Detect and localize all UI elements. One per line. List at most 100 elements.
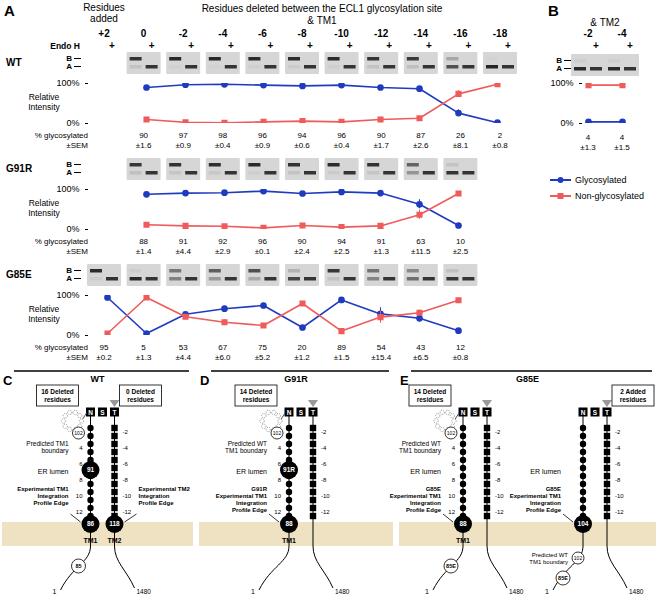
- svg-text:C: C: [3, 373, 13, 388]
- svg-text:N: N: [287, 409, 292, 416]
- svg-text:-12: -12: [123, 509, 132, 515]
- svg-text:Non-glycosylated: Non-glycosylated: [575, 191, 644, 201]
- svg-text:A: A: [66, 168, 72, 177]
- svg-text:100%: 100%: [56, 78, 79, 88]
- svg-text:91R: 91R: [283, 466, 295, 473]
- svg-text:+: +: [627, 40, 633, 51]
- svg-text:±2.5: ±2.5: [334, 247, 350, 256]
- svg-text:1480: 1480: [509, 588, 524, 595]
- svg-text:±2.9: ±2.9: [215, 247, 231, 256]
- svg-text:96: 96: [258, 237, 267, 246]
- svg-text:Relative: Relative: [29, 304, 60, 314]
- svg-text:±1.7: ±1.7: [373, 141, 389, 150]
- svg-text:T: T: [113, 409, 117, 416]
- svg-text:±0.1: ±0.1: [255, 247, 271, 256]
- svg-text:Experimental TM1: Experimental TM1: [510, 493, 562, 499]
- svg-text:% glycosylated: % glycosylated: [35, 131, 88, 140]
- svg-text:1: 1: [53, 588, 57, 595]
- svg-text:5: 5: [141, 343, 146, 352]
- svg-text:±1.4: ±1.4: [136, 247, 152, 256]
- svg-text:Profile Edge: Profile Edge: [406, 507, 442, 513]
- svg-text:91: 91: [179, 237, 188, 246]
- svg-text:63: 63: [416, 237, 425, 246]
- svg-text:S: S: [593, 409, 598, 416]
- svg-text:±4.4: ±4.4: [175, 247, 191, 256]
- svg-text:+: +: [593, 40, 599, 51]
- svg-text:±0.6: ±0.6: [294, 141, 310, 150]
- svg-text:±0.9: ±0.9: [175, 141, 191, 150]
- svg-text:4: 4: [586, 133, 591, 142]
- svg-text:0%: 0%: [66, 224, 79, 234]
- svg-text:S: S: [299, 409, 304, 416]
- svg-text:-18: -18: [493, 28, 508, 39]
- svg-text:T: T: [605, 409, 609, 416]
- svg-text:Glycosylated: Glycosylated: [575, 175, 627, 185]
- svg-text:90: 90: [139, 131, 148, 140]
- svg-text:±6.0: ±6.0: [215, 353, 231, 362]
- svg-text:T: T: [485, 409, 489, 416]
- svg-text:±0.2: ±0.2: [96, 353, 112, 362]
- svg-text:Predicted WT: Predicted WT: [228, 440, 267, 447]
- svg-text:added: added: [90, 13, 118, 24]
- svg-text:1480: 1480: [335, 588, 350, 595]
- svg-text:N: N: [581, 409, 586, 416]
- svg-text:TM1 boundary: TM1 boundary: [529, 559, 568, 565]
- svg-text:& TM2: & TM2: [590, 17, 620, 28]
- svg-text:±1.3: ±1.3: [580, 143, 596, 152]
- svg-text:Intensity: Intensity: [28, 314, 60, 324]
- svg-text:94: 94: [298, 131, 307, 140]
- svg-text:ER lumen: ER lumen: [410, 468, 441, 475]
- svg-text:A: A: [66, 274, 72, 283]
- svg-text:8: 8: [278, 477, 282, 483]
- svg-text:±0.8: ±0.8: [492, 141, 508, 150]
- svg-text:100%: 100%: [550, 78, 573, 88]
- svg-text:4: 4: [452, 445, 456, 451]
- svg-text:-2: -2: [179, 28, 188, 39]
- svg-text:+: +: [347, 40, 353, 51]
- svg-text:+: +: [188, 40, 194, 51]
- svg-text:B: B: [548, 2, 559, 19]
- svg-text:% glycosylated: % glycosylated: [35, 343, 88, 352]
- svg-text:102: 102: [74, 430, 83, 436]
- svg-text:TM1: TM1: [282, 537, 296, 544]
- svg-text:-6: -6: [615, 461, 621, 467]
- svg-text:88: 88: [139, 237, 148, 246]
- svg-text:Predicted WT: Predicted WT: [402, 440, 441, 447]
- svg-text:±SEM: ±SEM: [66, 353, 88, 362]
- svg-text:85E: 85E: [446, 563, 456, 569]
- svg-text:98: 98: [218, 131, 227, 140]
- svg-text:-10: -10: [123, 493, 132, 499]
- svg-text:100%: 100%: [56, 184, 79, 194]
- svg-text:Profile Edge: Profile Edge: [139, 500, 175, 506]
- svg-text:0%: 0%: [66, 118, 79, 128]
- svg-text:A: A: [4, 2, 15, 19]
- svg-text:Profile Edge: Profile Edge: [526, 507, 562, 513]
- svg-text:20: 20: [298, 343, 307, 352]
- svg-text:0 Deleted: 0 Deleted: [126, 388, 155, 395]
- svg-text:-6: -6: [495, 461, 501, 467]
- svg-text:1: 1: [425, 588, 429, 595]
- svg-text:WT: WT: [6, 57, 22, 68]
- svg-text:D: D: [200, 373, 209, 388]
- svg-text:-6: -6: [258, 28, 267, 39]
- svg-text:96: 96: [337, 131, 346, 140]
- svg-text:+: +: [505, 40, 511, 51]
- svg-text:G91R: G91R: [284, 374, 308, 384]
- svg-text:±SEM: ±SEM: [66, 141, 88, 150]
- svg-text:43: 43: [416, 343, 425, 352]
- svg-text:2 Added: 2 Added: [620, 388, 645, 395]
- svg-text:1480: 1480: [629, 588, 644, 595]
- svg-text:92: 92: [218, 237, 227, 246]
- svg-text:94: 94: [337, 237, 346, 246]
- svg-text:102: 102: [447, 430, 456, 436]
- svg-text:±2.4: ±2.4: [294, 247, 310, 256]
- svg-text:N: N: [461, 409, 466, 416]
- svg-text:Relative: Relative: [29, 198, 60, 208]
- svg-text:+: +: [149, 40, 155, 51]
- svg-text:-4: -4: [618, 28, 627, 39]
- svg-text:-16: -16: [453, 28, 468, 39]
- svg-text:104: 104: [578, 520, 589, 527]
- svg-text:1: 1: [251, 588, 255, 595]
- svg-text:-10: -10: [495, 493, 504, 499]
- svg-text:85E: 85E: [558, 575, 568, 581]
